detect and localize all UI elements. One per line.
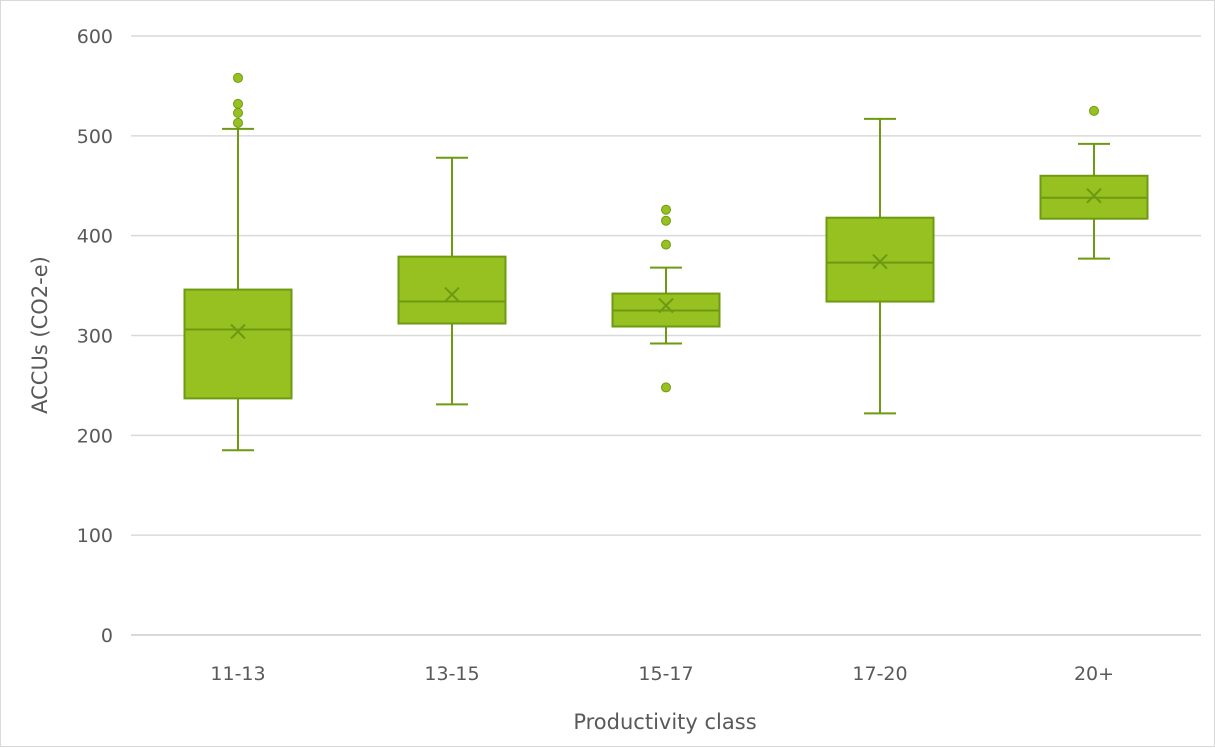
outlier-point <box>661 215 671 226</box>
gridlines <box>131 35 1201 636</box>
x-tick-label: 15-17 <box>638 663 693 685</box>
x-tick-label: 17-20 <box>852 663 907 685</box>
box-20+ <box>1039 105 1149 260</box>
x-tick-label: 11-13 <box>210 663 265 685</box>
y-axis-title: ACCUs (CO2-e) <box>28 256 52 414</box>
outlier-point <box>661 239 671 250</box>
box-11-13 <box>183 72 293 452</box>
mean-marker <box>230 323 246 340</box>
y-tick-labels: 0 100 200 300 400 500 600 <box>77 26 113 647</box>
outlier-point <box>233 72 243 83</box>
outlier-point <box>233 98 243 109</box>
outlier-point <box>1089 105 1099 116</box>
box-17-20 <box>825 117 935 415</box>
outlier-point <box>233 107 243 118</box>
box-15-17 <box>611 204 721 393</box>
y-tick-label: 500 <box>77 126 113 148</box>
iqr-box <box>825 216 935 303</box>
y-tick-label: 0 <box>101 625 113 647</box>
y-tick-label: 200 <box>77 425 113 447</box>
x-tick-label: 13-15 <box>424 663 479 685</box>
iqr-box <box>397 255 507 325</box>
x-axis-title: Productivity class <box>573 710 756 734</box>
box-series <box>183 72 1149 452</box>
outlier-point <box>661 382 671 393</box>
y-tick-label: 400 <box>77 226 113 248</box>
mean-marker <box>1086 188 1102 204</box>
y-tick-label: 600 <box>77 26 113 48</box>
iqr-box <box>183 288 293 400</box>
x-tick-labels: 11-13 13-15 15-17 17-20 20+ <box>210 663 1114 685</box>
mean-marker <box>872 253 888 270</box>
y-tick-label: 300 <box>77 326 113 348</box>
mean-marker <box>444 286 460 303</box>
outlier-point <box>661 204 671 215</box>
x-tick-label: 20+ <box>1074 663 1114 685</box>
outlier-point <box>233 117 243 128</box>
box-13-15 <box>397 156 507 406</box>
mean-marker <box>658 297 674 314</box>
y-tick-label: 100 <box>77 525 113 547</box>
